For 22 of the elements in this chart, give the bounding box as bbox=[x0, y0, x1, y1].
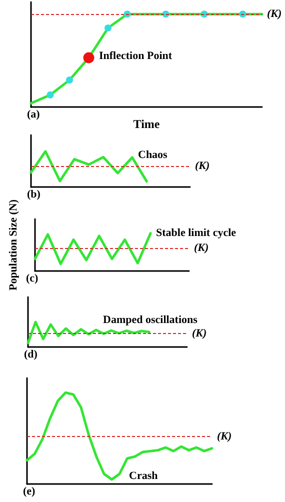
text: (b) bbox=[27, 188, 41, 200]
y-axis-title: Population Size (N) bbox=[8, 199, 20, 291]
text: (e) bbox=[23, 486, 36, 498]
point bbox=[46, 91, 54, 98]
ref-line-label: (K) bbox=[194, 242, 209, 254]
point bbox=[239, 10, 246, 18]
ref-line-label: (K) bbox=[192, 327, 207, 340]
text: (d) bbox=[24, 348, 38, 360]
text: (a) bbox=[27, 108, 40, 120]
ref-line-label: (K) bbox=[217, 430, 232, 442]
point bbox=[124, 10, 131, 18]
x-axis-title: Time bbox=[133, 117, 160, 131]
text: (c) bbox=[26, 272, 39, 284]
annotation: Chaos bbox=[138, 149, 168, 161]
point bbox=[104, 24, 112, 32]
ref-line-label: (K) bbox=[195, 160, 210, 172]
annotation: Damped oscillations bbox=[103, 314, 198, 326]
point bbox=[66, 76, 73, 84]
ref-line-label: (K) bbox=[267, 8, 282, 20]
annotation: Inflection Point bbox=[99, 50, 172, 62]
annotation: Stable limit cycle bbox=[156, 227, 236, 239]
annotation: Crash bbox=[129, 470, 158, 482]
